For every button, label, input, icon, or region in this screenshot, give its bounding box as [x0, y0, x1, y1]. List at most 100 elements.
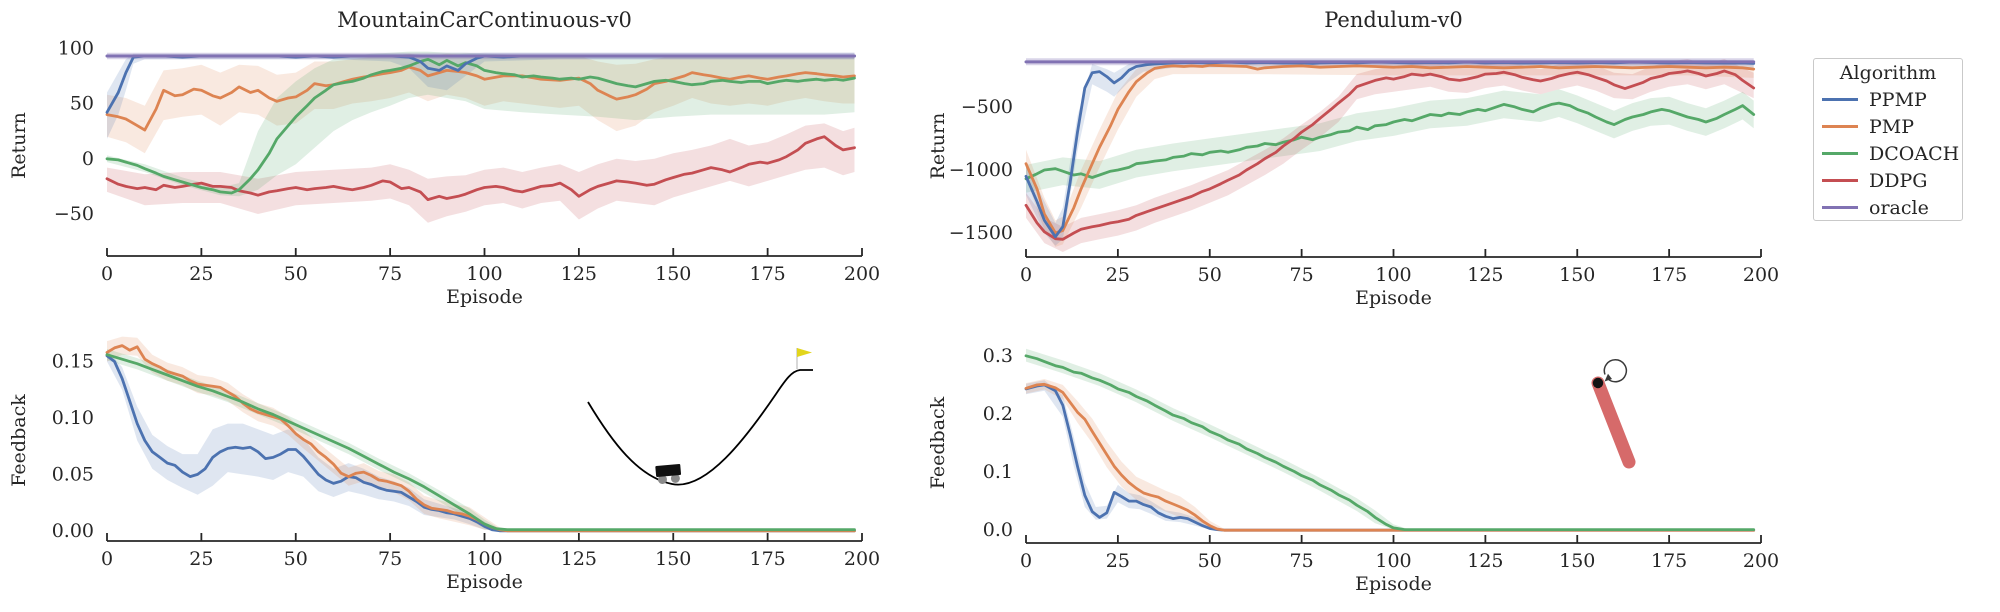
- band-PPMP: [107, 350, 855, 531]
- x-tick-label: 175: [749, 548, 785, 570]
- car-wheel-right: [670, 473, 680, 483]
- flag-icon: [797, 348, 812, 357]
- x-tick-label: 200: [1743, 264, 1779, 286]
- y-axis-label: Feedback: [927, 396, 949, 489]
- x-tick-label: 0: [1020, 550, 1032, 572]
- plot-mc_feedback: 0 25 50 75 100 125 150 175 200 0.15 0.10 0.05 0.00 Ep…: [8, 336, 880, 593]
- x-tick-label: 50: [1198, 264, 1222, 286]
- y-tick-label: −50: [54, 203, 94, 225]
- legend-label: PMP: [1869, 115, 1915, 138]
- x-tick-label: 200: [1743, 550, 1779, 572]
- x-tick-label: 75: [378, 263, 402, 285]
- y-axis-label: Return: [8, 112, 30, 179]
- legend-label: DDPG: [1869, 169, 1928, 192]
- series-line-DCOACH: [105, 57, 856, 195]
- x-tick-label: 175: [749, 263, 785, 285]
- y-tick-label: −1500: [949, 222, 1013, 244]
- x-tick-label: 150: [655, 548, 691, 570]
- x-tick-label: 75: [1290, 264, 1314, 286]
- x-tick-label: 25: [1106, 264, 1130, 286]
- x-tick-label: 150: [1559, 264, 1595, 286]
- series-line-DCOACH: [105, 353, 856, 532]
- legend-item-dcoach: DCOACH: [1814, 140, 1962, 167]
- x-tick-label: 125: [1467, 264, 1503, 286]
- y-tick-label: 0.05: [52, 463, 94, 485]
- band-DCOACH: [107, 51, 855, 197]
- x-axis-label: Episode: [1355, 287, 1432, 309]
- x-axis-label: Episode: [446, 286, 523, 308]
- legend-label: DCOACH: [1869, 142, 1960, 165]
- x-tick-label: 125: [561, 263, 597, 285]
- y-tick-label: −500: [961, 96, 1013, 118]
- band-DDPG: [107, 123, 855, 223]
- x-tick-label: 0: [101, 548, 113, 570]
- band-DCOACH: [1026, 89, 1754, 193]
- band-PPMP: [1026, 380, 1754, 531]
- plot-title: MountainCarContinuous-v0: [337, 8, 632, 32]
- x-tick-label: 100: [1375, 550, 1411, 572]
- x-tick-label: 50: [1198, 550, 1222, 572]
- plot-pend_return: 0 25 50 75 100 125 150 175 200 −500 −1000 −1500 Pend…: [927, 8, 1779, 309]
- band-PPMP: [1026, 59, 1754, 246]
- plot-title: Pendulum-v0: [1324, 8, 1463, 32]
- x-tick-label: 175: [1651, 264, 1687, 286]
- x-tick-label: 50: [284, 548, 308, 570]
- y-tick-label: 0: [82, 148, 94, 170]
- plot-mc_return: 0 25 50 75 100 125 150 175 200 100 50 0 −50 MountainC…: [8, 8, 880, 308]
- series-line-PPMP: [1024, 383, 1756, 532]
- y-tick-label: 0.15: [52, 350, 94, 372]
- y-axis-label: Return: [927, 113, 949, 180]
- legend-title: Algorithm: [1839, 62, 1937, 84]
- series-line-DCOACH: [1024, 101, 1756, 181]
- car-body: [655, 463, 682, 477]
- y-tick-label: 0.10: [52, 407, 94, 429]
- insets-layer: [587, 348, 1636, 486]
- x-tick-label: 0: [1020, 264, 1032, 286]
- y-axis-label: Feedback: [8, 394, 30, 487]
- y-tick-label: 0.00: [52, 520, 94, 542]
- car-icon: [655, 463, 682, 485]
- x-tick-label: 75: [1290, 550, 1314, 572]
- mountain-valley-curve: [587, 369, 813, 486]
- x-tick-label: 200: [844, 548, 880, 570]
- charts-layer: 0 25 50 75 100 125 150 175 200 100 50 0 −50 MountainC…: [8, 8, 1779, 595]
- x-tick-label: 200: [844, 263, 880, 285]
- x-tick-label: 100: [466, 548, 502, 570]
- legend-rows: PPMP PMP DCOACH DDPG oracle: [1814, 86, 1962, 221]
- x-tick-label: 50: [284, 263, 308, 285]
- x-tick-label: 150: [1559, 550, 1595, 572]
- y-tick-label: 0.2: [983, 403, 1013, 425]
- series-line-DDPG: [105, 135, 856, 202]
- x-tick-label: 25: [189, 548, 213, 570]
- y-tick-label: 0.1: [983, 461, 1013, 483]
- x-tick-label: 100: [466, 263, 502, 285]
- x-tick-label: 100: [1375, 264, 1411, 286]
- legend-swatch-ddpg: [1822, 179, 1858, 182]
- series-line-DCOACH: [1024, 354, 1756, 531]
- pendulum-rod-icon: [1591, 376, 1636, 469]
- y-tick-label: 50: [70, 93, 94, 115]
- series-line-PMP: [1024, 382, 1756, 532]
- legend-swatch-pmp: [1822, 125, 1858, 128]
- x-tick-label: 175: [1651, 550, 1687, 572]
- band-PMP: [107, 53, 855, 154]
- legend-swatch-ppmp: [1822, 98, 1858, 101]
- band-DDPG: [1026, 59, 1754, 252]
- rotation-arrow-head: [1604, 373, 1612, 382]
- mountain-car-inset: [587, 348, 813, 486]
- rotation-arrow-icon: [1603, 359, 1628, 383]
- plot-pend_feedback: 0 25 50 75 100 125 150 175 200 0.3 0.2 0.1 0.0 Episod…: [927, 345, 1779, 595]
- pendulum-inset: [1591, 359, 1636, 469]
- legend-label: oracle: [1869, 196, 1929, 219]
- x-tick-label: 75: [378, 548, 402, 570]
- x-axis-label: Episode: [1355, 573, 1432, 595]
- y-tick-label: 0.3: [983, 345, 1013, 367]
- x-tick-label: 150: [655, 263, 691, 285]
- legend-item-oracle: oracle: [1814, 194, 1962, 221]
- pendulum-pivot: [1592, 377, 1604, 389]
- x-tick-label: 25: [189, 263, 213, 285]
- x-tick-label: 125: [561, 548, 597, 570]
- legend-item-ddpg: DDPG: [1814, 167, 1962, 194]
